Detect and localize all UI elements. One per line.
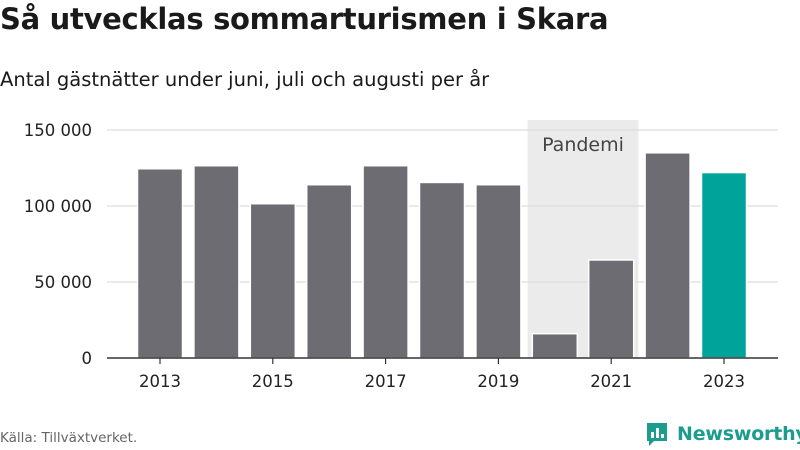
newsworthy-logo: Newsworthy xyxy=(645,420,800,448)
bar-2015 xyxy=(249,202,297,359)
bar-chart: Pandemi 0 50 000 100 000 150 000 2013 2015 2017… xyxy=(24,120,778,391)
bar-2017 xyxy=(362,164,409,359)
y-tick-label: 150 000 xyxy=(24,121,92,140)
source-note: Källa: Tillväxtverket. xyxy=(0,430,138,446)
x-tick-label: 2015 xyxy=(252,372,294,391)
bar-2014 xyxy=(193,164,240,359)
y-tick-label: 50 000 xyxy=(34,273,92,292)
y-tick-label: 0 xyxy=(82,349,93,368)
x-tick-label: 2021 xyxy=(590,372,632,391)
x-tick-label: 2023 xyxy=(703,372,745,391)
x-tick-label: 2017 xyxy=(365,372,407,391)
chart-subtitle: Antal gästnätter under juni, juli och au… xyxy=(0,68,490,91)
bar-2020 xyxy=(531,332,579,359)
bar-2021 xyxy=(587,259,635,359)
newsworthy-icon xyxy=(647,423,667,446)
bar-2016 xyxy=(305,183,353,359)
bar-2013 xyxy=(136,168,184,359)
bar-2018 xyxy=(418,181,466,359)
bar-2023 xyxy=(700,171,748,359)
y-tick-label: 100 000 xyxy=(24,197,92,216)
bar-2022 xyxy=(644,152,691,359)
pandemic-label: Pandemi xyxy=(542,134,624,156)
x-tick-label: 2013 xyxy=(139,372,181,391)
bar-2019 xyxy=(475,183,522,359)
x-tick-label: 2019 xyxy=(477,372,519,391)
brand-name: Newsworthy xyxy=(677,423,800,445)
chart-title: Så utvecklas sommarturismen i Skara xyxy=(0,2,609,36)
